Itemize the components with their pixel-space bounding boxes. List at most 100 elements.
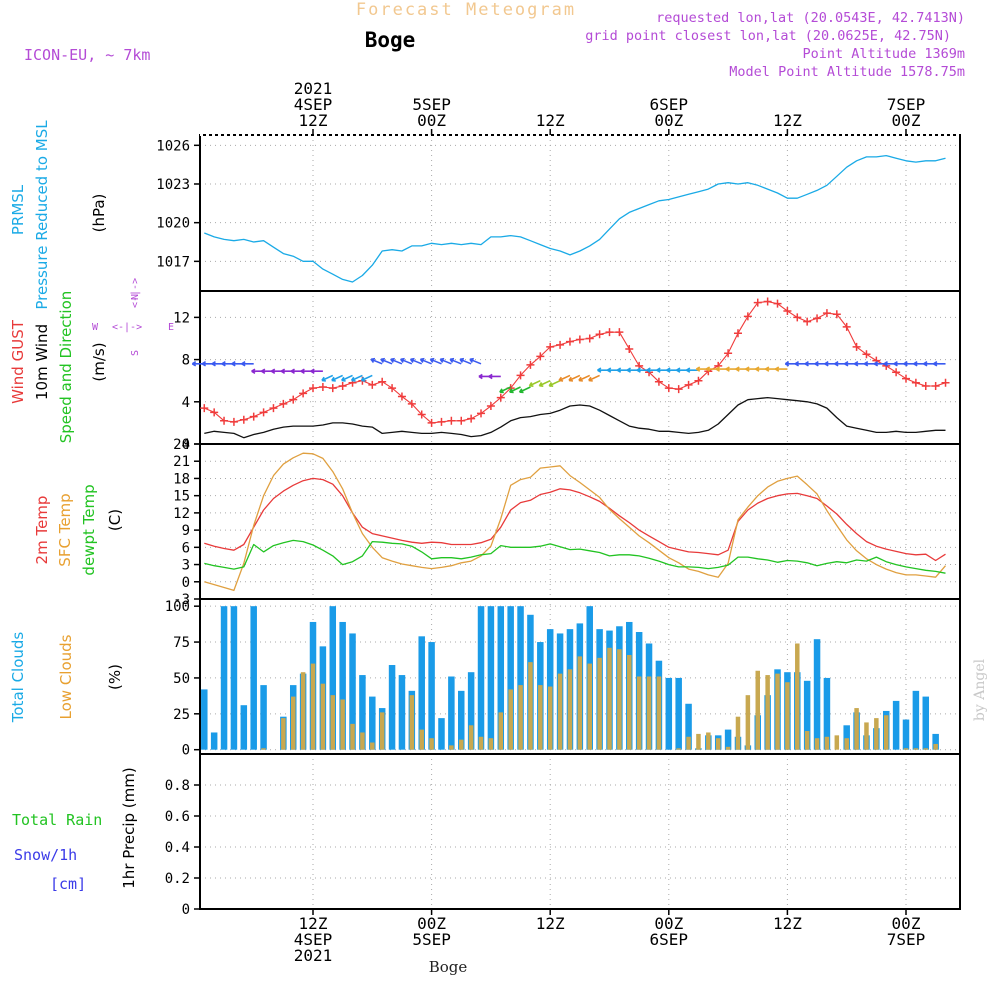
y-tick-label: 3 <box>182 558 190 574</box>
low-cloud-bar <box>538 685 543 750</box>
low-cloud-bar <box>409 695 415 750</box>
gust-marker <box>397 392 406 401</box>
y-tick-label: -3 <box>173 592 190 608</box>
compass-w: W <box>92 322 99 333</box>
top-time-label: 2021 <box>294 79 333 98</box>
compass-s: S <box>130 350 141 356</box>
gust-marker <box>605 328 614 337</box>
gust-marker <box>309 384 317 393</box>
gust-marker <box>763 297 772 306</box>
gust-marker <box>477 409 486 418</box>
wind-arrow <box>558 374 571 382</box>
wind-arrow <box>241 361 254 367</box>
total-cloud-bar <box>220 606 228 750</box>
gust-marker <box>437 417 446 426</box>
wind-arrow <box>380 357 393 365</box>
gust-marker <box>279 399 288 408</box>
gust-marker <box>486 402 495 411</box>
low-cloud-bar <box>547 686 553 750</box>
low-cloud-bar <box>755 670 760 750</box>
gust-marker <box>941 378 950 387</box>
wind-arrow <box>548 379 561 387</box>
gust-marker <box>239 415 248 424</box>
temp-label-3: dewpt Temp <box>80 484 98 575</box>
wind-arrow <box>409 357 423 365</box>
pressure-label-1: PRMSL <box>9 184 27 235</box>
top-time-label: 00Z <box>892 111 921 130</box>
total-cloud-bar <box>210 732 218 750</box>
gust-marker <box>585 334 594 343</box>
wind-speed-line <box>204 396 946 439</box>
wind-unit: (m/s) <box>90 342 108 381</box>
pressure-panel-labels: PRMSL Pressure Reduced to MSL (hPa) <box>9 120 108 310</box>
low-cloud-bar <box>883 715 889 750</box>
total-cloud-bar <box>359 675 366 750</box>
clouds-label-2: Low Clouds <box>57 634 75 719</box>
precip-panel-labels: Total Rain Snow/1h [cm] 1hr Precip (mm) <box>12 767 138 893</box>
y-tick-label: 6 <box>182 540 190 556</box>
low-cloud-bar <box>360 732 365 750</box>
panel-5: 0 0.2 0.4 0.6 0.8 <box>165 753 961 918</box>
gust-marker <box>832 310 841 319</box>
wind-gust-line <box>204 301 946 424</box>
model-label: ICON-EU, ~ 7km <box>24 46 150 64</box>
sfc-temp-line <box>204 452 946 592</box>
low-cloud-bar <box>933 743 938 750</box>
low-cloud-bar <box>696 733 701 750</box>
low-cloud-bar <box>795 643 800 750</box>
bottom-time-label: 12Z <box>773 914 802 933</box>
clouds-label-1: Total Clouds <box>9 632 27 724</box>
gust-marker <box>684 380 693 389</box>
total-cloud-bar <box>892 700 900 750</box>
footer-station: Boge <box>429 958 468 976</box>
total-cloud-bar <box>922 696 930 750</box>
wind-arrow <box>686 367 699 373</box>
gust-marker <box>496 393 505 402</box>
total-cloud-bar <box>339 621 346 750</box>
precip-label-1: Total Rain <box>12 811 102 829</box>
wind-arrow <box>774 366 788 372</box>
grid-point-coords: grid point closest lon,lat (20.0625E, 42… <box>585 28 951 44</box>
wind-arrow <box>310 368 323 374</box>
panel-frame <box>199 753 961 910</box>
y-tick-label: 75 <box>173 635 190 651</box>
y-tick-label: 4 <box>182 395 190 411</box>
low-cloud-bar <box>785 682 790 750</box>
temp-panel-labels: 2m Temp SFC Temp dewpt Temp (C) <box>33 484 124 575</box>
low-cloud-bar <box>577 656 583 750</box>
low-cloud-bar <box>874 718 879 750</box>
low-cloud-bar <box>715 738 721 750</box>
y-tick-label: 1023 <box>156 177 190 193</box>
wind-arrow <box>390 357 403 365</box>
gust-marker <box>210 408 219 417</box>
low-cloud-bar <box>468 725 474 750</box>
gust-marker <box>516 371 525 380</box>
y-tick-label: 0.4 <box>165 840 190 856</box>
gust-marker <box>931 381 940 390</box>
low-cloud-bar <box>488 738 494 750</box>
gust-marker <box>911 378 920 387</box>
temp-label-1: 2m Temp <box>33 496 51 565</box>
gust-marker <box>783 307 792 316</box>
low-cloud-bar <box>429 738 434 750</box>
gust-marker <box>200 404 209 413</box>
low-cloud-bar <box>765 675 770 750</box>
gust-marker <box>743 312 752 321</box>
gust-marker <box>724 349 733 358</box>
gust-marker <box>654 377 663 386</box>
low-cloud-bar <box>419 729 424 750</box>
wind-arrow <box>360 374 373 382</box>
wind-arrow <box>429 357 442 365</box>
gust-marker <box>526 360 535 369</box>
low-cloud-bar <box>597 657 602 750</box>
gust-marker <box>625 345 634 354</box>
low-cloud-bar <box>775 673 780 750</box>
gust-marker <box>259 408 268 417</box>
gust-marker <box>753 298 762 307</box>
low-cloud-bar <box>844 738 849 750</box>
top-time-label: 5SEP <box>412 95 451 114</box>
low-cloud-bar <box>923 748 929 750</box>
compass-ns-arrows-top: <-|-> <box>130 278 141 308</box>
gust-marker <box>220 416 229 425</box>
low-cloud-bar <box>913 748 919 750</box>
